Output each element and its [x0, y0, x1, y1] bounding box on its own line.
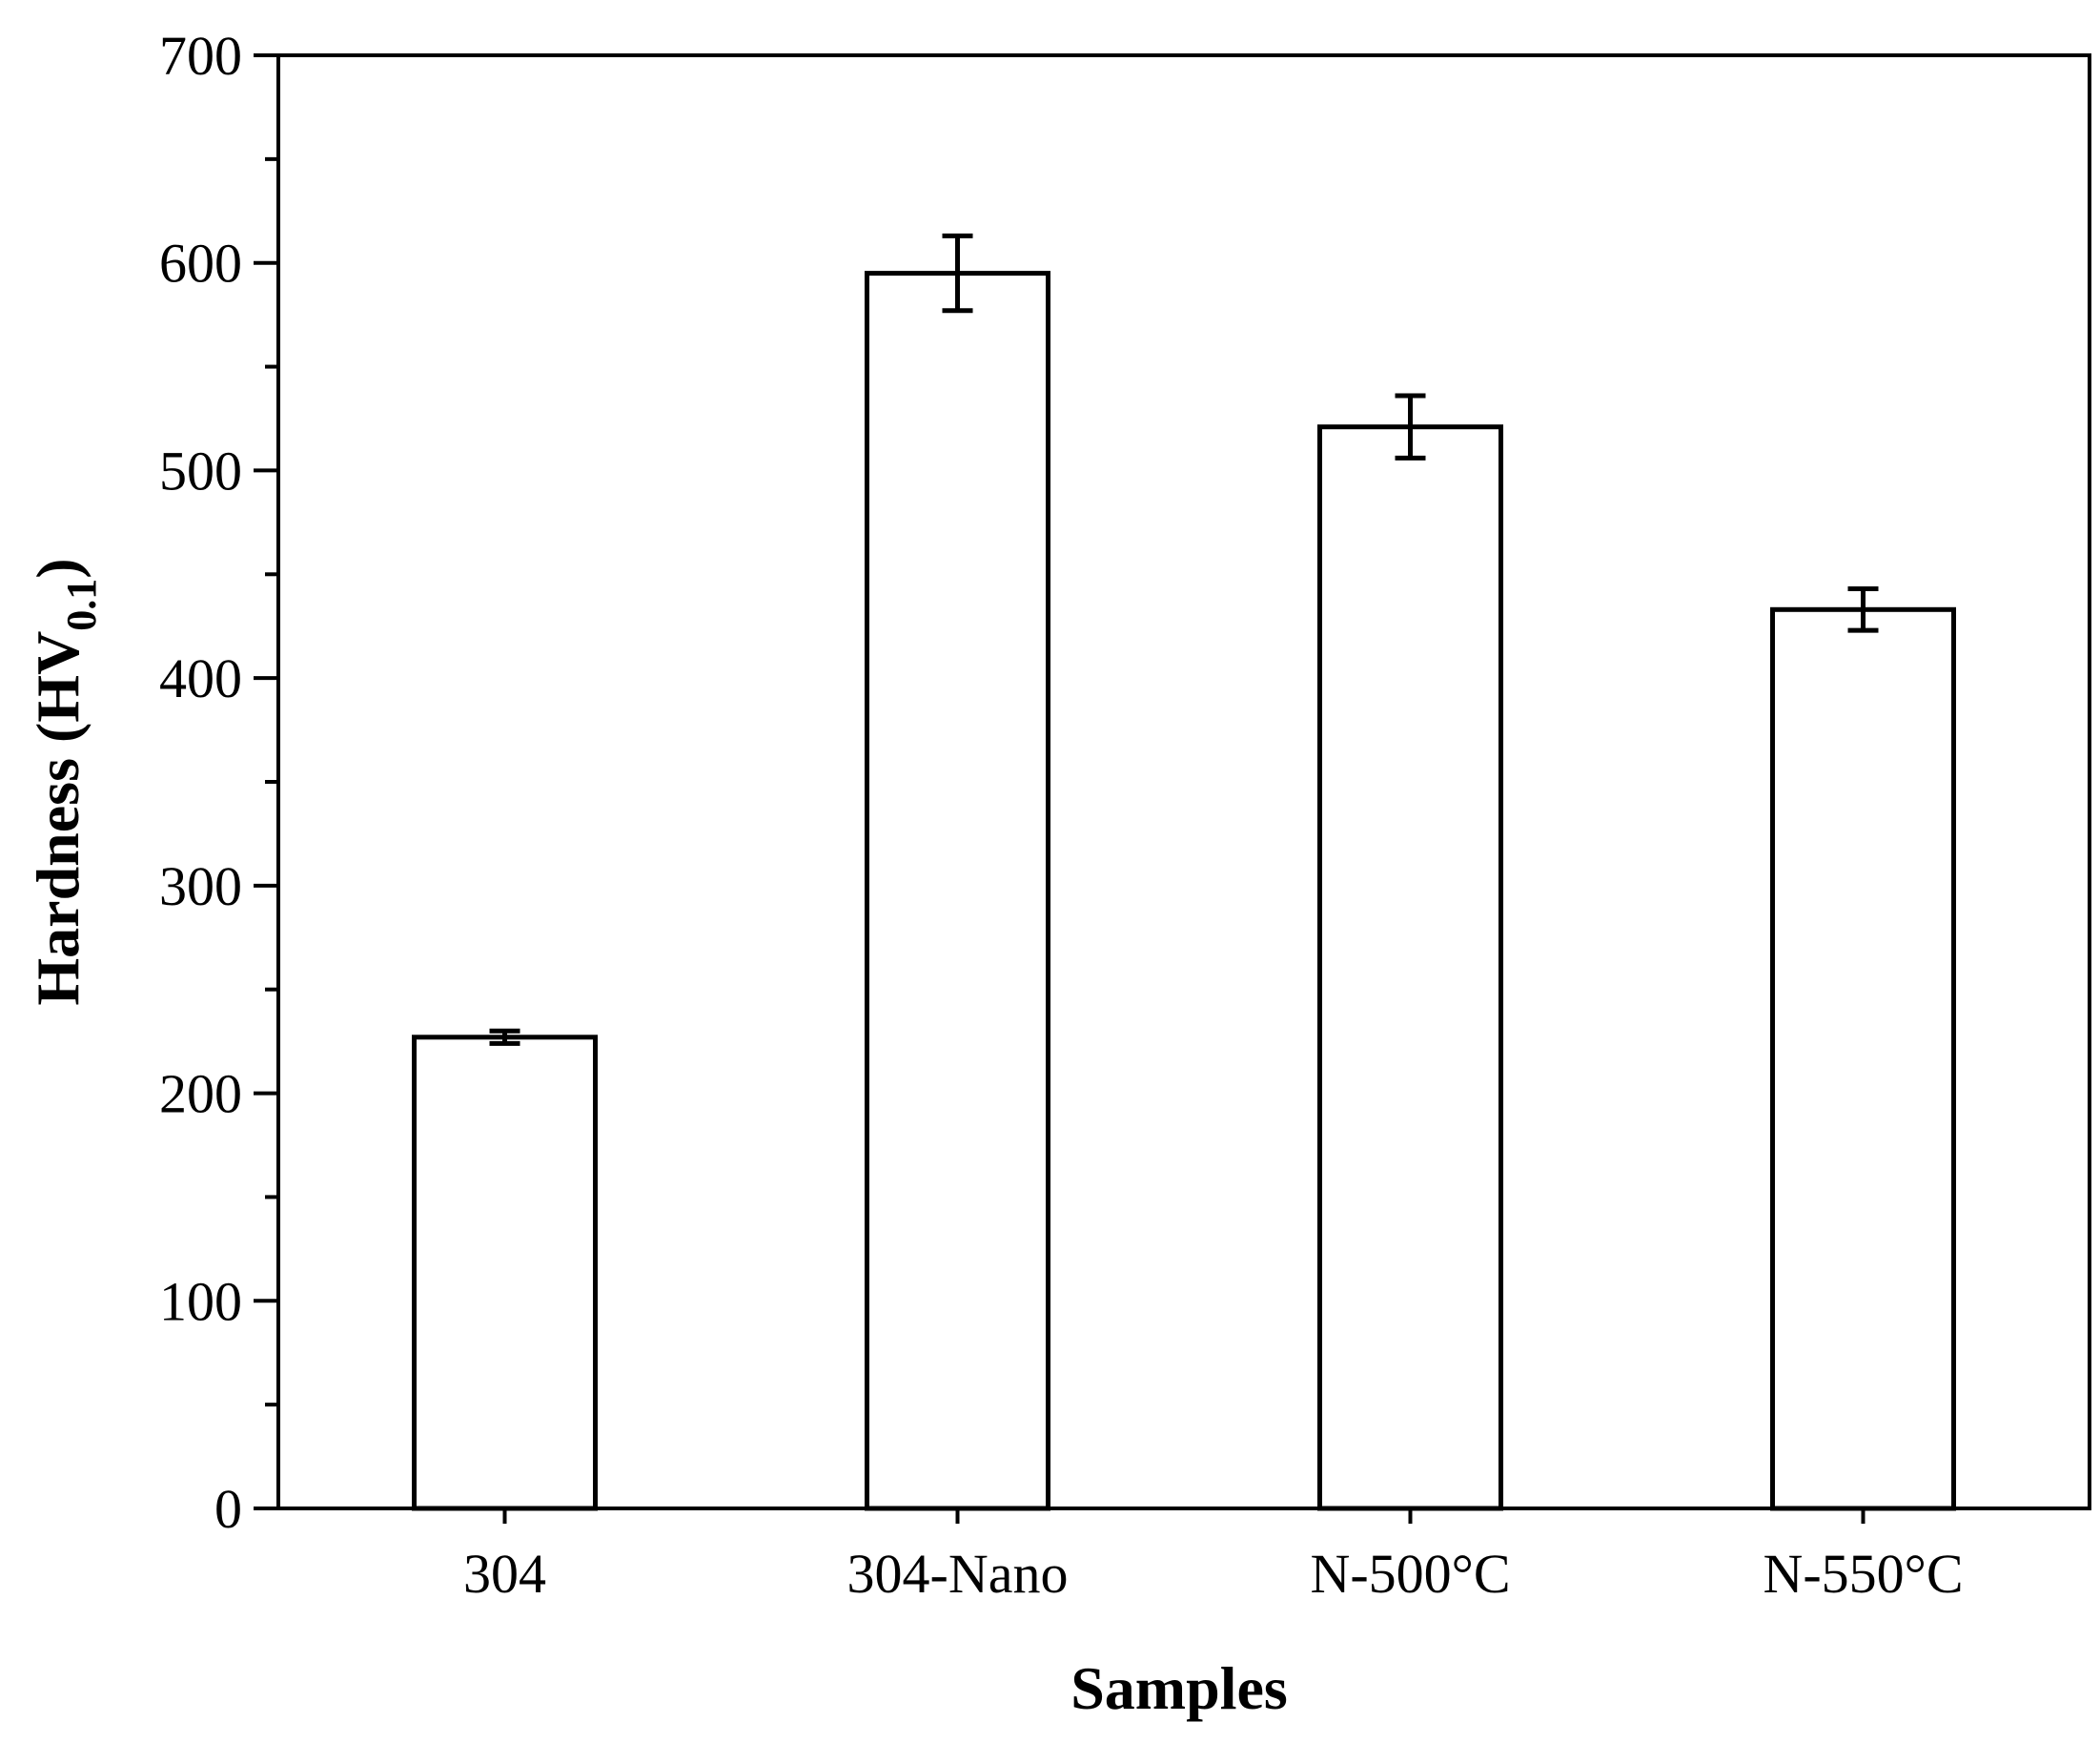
- bar-4: [1770, 606, 1956, 1511]
- y-tick-label-400: 400: [159, 647, 242, 709]
- y-tick-label-500: 500: [159, 440, 242, 502]
- y-axis-title: Hardness (HV0.1): [24, 558, 105, 1005]
- error-bars-layer: [489, 233, 1879, 1046]
- bar-1: [412, 1035, 598, 1511]
- y-axis-title-subscript: 0.1: [58, 579, 105, 631]
- bar-3: [1317, 424, 1503, 1511]
- y-tick-label-300: 300: [159, 855, 242, 917]
- y-tick-label-100: 100: [159, 1270, 242, 1332]
- y-axis-title-close: ): [24, 558, 92, 578]
- y-axis: 0 100 200 300 400 500 600 700: [159, 25, 278, 1540]
- bar-2: [865, 271, 1050, 1511]
- bars-layer: [412, 271, 1956, 1511]
- x-axis: 304 304-Nano N-500°C N-550°C: [463, 1508, 1964, 1605]
- x-tick-label-2: 304-Nano: [847, 1543, 1069, 1605]
- y-tick-label-600: 600: [159, 233, 242, 295]
- y-tick-label-200: 200: [159, 1063, 242, 1125]
- x-tick-label-1: 304: [463, 1543, 546, 1605]
- x-tick-label-3: N-500°C: [1310, 1543, 1510, 1605]
- y-tick-label-700: 700: [159, 25, 242, 87]
- y-axis-title-main: Hardness (HV: [24, 631, 92, 1006]
- y-tick-label-0: 0: [214, 1478, 242, 1540]
- x-tick-label-4: N-550°C: [1763, 1543, 1963, 1605]
- x-axis-title: Samples: [1070, 1654, 1288, 1722]
